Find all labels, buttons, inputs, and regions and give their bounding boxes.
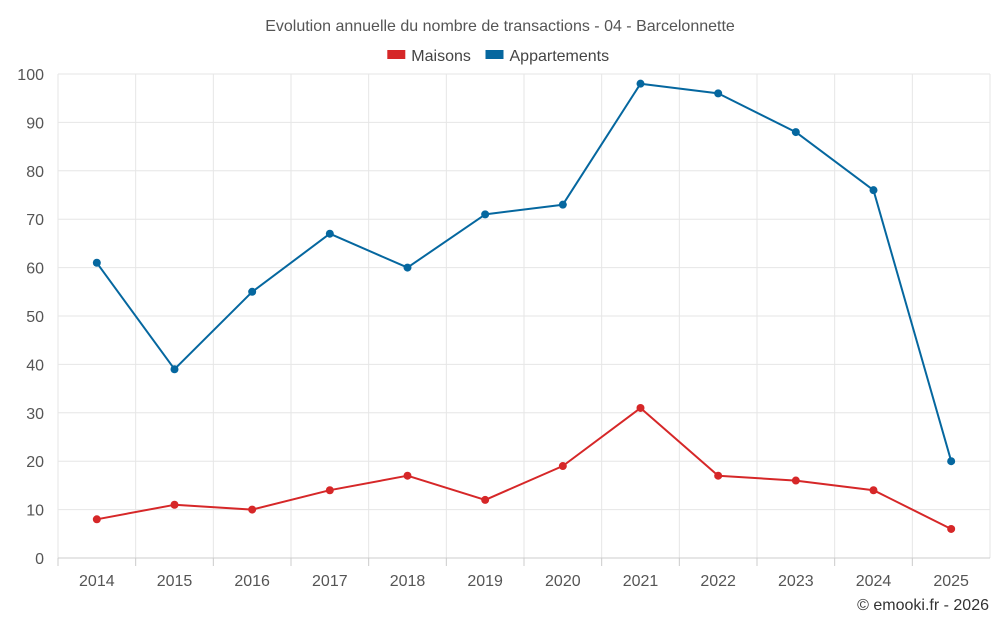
data-point[interactable]	[636, 79, 645, 88]
x-tick-label: 2021	[623, 573, 659, 590]
data-point[interactable]	[403, 263, 412, 272]
x-tick-label: 2015	[157, 573, 193, 590]
legend-label: Maisons	[411, 48, 471, 65]
x-tick-label: 2017	[312, 573, 348, 590]
data-point[interactable]	[869, 186, 878, 195]
legend-item-appartements[interactable]: Appartements	[485, 48, 610, 65]
series-group	[92, 79, 956, 533]
data-point[interactable]	[558, 462, 567, 471]
legend-label: Appartements	[510, 48, 610, 65]
series-appartements	[92, 79, 956, 466]
y-tick-label: 20	[26, 454, 44, 471]
data-point[interactable]	[947, 457, 956, 466]
data-point[interactable]	[791, 128, 800, 137]
data-point[interactable]	[481, 495, 490, 504]
x-tick-label: 2018	[390, 573, 426, 590]
data-point[interactable]	[558, 200, 567, 209]
y-tick-label: 30	[26, 406, 44, 423]
y-tick-label: 60	[26, 261, 44, 278]
y-axis: 0 10 20 30 40 50 60 70 80 90 100	[17, 67, 44, 568]
legend: Maisons Appartements	[387, 48, 609, 65]
x-tick-label: 2025	[933, 573, 969, 590]
data-point[interactable]	[403, 471, 412, 480]
data-point[interactable]	[248, 287, 257, 296]
legend-swatch	[485, 50, 504, 59]
y-tick-label: 0	[35, 551, 44, 568]
x-tick-label: 2024	[856, 573, 892, 590]
data-point[interactable]	[714, 89, 723, 98]
data-point[interactable]	[481, 210, 490, 219]
x-tick-label: 2014	[79, 573, 115, 590]
data-point[interactable]	[636, 403, 645, 412]
legend-swatch	[387, 50, 406, 59]
legend-item-maisons[interactable]: Maisons	[387, 48, 471, 65]
data-point[interactable]	[92, 515, 101, 524]
data-point[interactable]	[791, 476, 800, 485]
y-tick-label: 50	[26, 309, 44, 326]
gridlines	[57, 73, 991, 559]
chart-title: Evolution annuelle du nombre de transact…	[265, 18, 735, 35]
x-axis: 2014 2015 2016 2017 2018 2019 2020 2021 2022 2023…	[57, 558, 969, 590]
x-tick-label: 2022	[700, 573, 736, 590]
y-tick-label: 10	[26, 503, 44, 520]
data-point[interactable]	[170, 365, 179, 374]
credit-text: © emooki.fr - 2026	[857, 597, 989, 614]
y-tick-label: 90	[26, 115, 44, 132]
data-point[interactable]	[325, 486, 334, 495]
series-line-appartements	[95, 82, 953, 462]
y-tick-label: 40	[26, 357, 44, 374]
x-tick-label: 2023	[778, 573, 814, 590]
data-point[interactable]	[170, 500, 179, 509]
data-point[interactable]	[947, 524, 956, 533]
x-tick-label: 2016	[234, 573, 270, 590]
data-point[interactable]	[92, 258, 101, 267]
y-tick-label: 100	[17, 67, 44, 84]
series-line-maisons	[96, 407, 952, 530]
data-point[interactable]	[325, 229, 334, 238]
data-point[interactable]	[714, 471, 723, 480]
x-tick-label: 2020	[545, 573, 581, 590]
data-point[interactable]	[869, 486, 878, 495]
x-tick-label: 2019	[467, 573, 503, 590]
series-maisons	[92, 403, 956, 533]
y-tick-label: 70	[26, 212, 44, 229]
data-point[interactable]	[248, 505, 257, 514]
y-tick-label: 80	[26, 164, 44, 181]
